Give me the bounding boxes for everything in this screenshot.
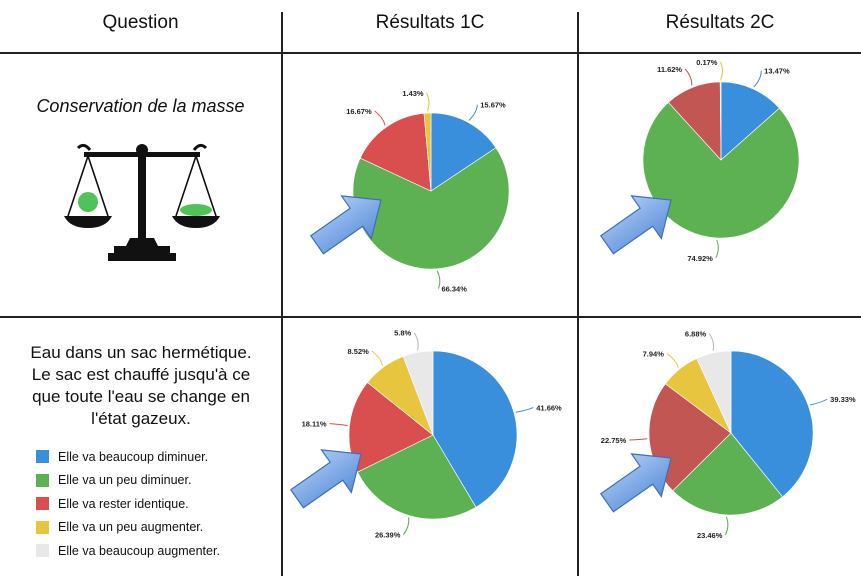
pie-slice-beaucoup-diminuer xyxy=(430,112,497,192)
pie-slice-beaucoup-diminuer xyxy=(432,350,518,508)
legend-swatch xyxy=(36,450,49,464)
question-line: Eau dans un sac hermétique. xyxy=(30,343,252,362)
data-label: 22.75% xyxy=(601,436,627,445)
data-label: 66.34% xyxy=(441,285,467,294)
data-label: 5.8% xyxy=(394,329,411,338)
leader-line xyxy=(753,70,762,88)
data-label: 11.62% xyxy=(657,65,682,74)
legend-item-identique: Elle va rester identique. xyxy=(36,492,220,516)
pie-slice-peu-augmenter xyxy=(423,112,432,192)
leader-line xyxy=(515,406,534,413)
legend-label: Elle va beaucoup diminuer. xyxy=(58,449,209,464)
question-line: Le sac est chauffé jusqu'à ce xyxy=(31,365,251,384)
data-label: 1.43% xyxy=(402,89,424,98)
pie-slice-peu-augmenter xyxy=(719,81,722,161)
pointer-arrow-icon xyxy=(289,449,362,509)
data-label: 41.66% xyxy=(536,403,562,412)
data-label: 16.67% xyxy=(346,107,372,116)
legend-swatch xyxy=(36,497,49,511)
legend-swatch xyxy=(36,520,49,534)
data-label: 26.39% xyxy=(375,531,401,540)
legend-label: Elle va rester identique. xyxy=(58,496,189,511)
pointer-arrow-icon xyxy=(599,195,672,255)
data-label: 8.52% xyxy=(348,347,370,356)
leader-line xyxy=(371,350,383,366)
question-line: l'état gazeux. xyxy=(91,409,191,428)
legend-swatch xyxy=(36,473,49,487)
data-label: 74.92% xyxy=(687,254,713,263)
leader-line xyxy=(724,516,729,536)
legend-label: Elle va un peu augmenter. xyxy=(58,520,204,535)
grid-divider-2 xyxy=(577,12,579,576)
leader-line xyxy=(329,423,348,427)
leader-line xyxy=(629,438,648,441)
leader-line xyxy=(810,398,828,406)
header-results-2c: Résultats 2C xyxy=(665,12,775,33)
legend-item-beaucoup-diminuer: Elle va beaucoup diminuer. xyxy=(36,445,220,469)
pie-chart-sealed-bag-1c: 41.66% 26.39% 18.11% 8.52% 5.8% xyxy=(289,329,562,540)
leader-line xyxy=(715,239,719,259)
grid-rule-row xyxy=(0,316,861,318)
leader-line xyxy=(403,517,410,536)
leader-line xyxy=(436,270,441,289)
pie-slice-beaucoup-augmenter xyxy=(402,350,434,436)
pie-slice-beaucoup-diminuer xyxy=(720,81,780,161)
legend-item-peu-augmenter: Elle va un peu augmenter. xyxy=(36,516,220,540)
leader-line xyxy=(684,68,693,86)
data-label: 6.88% xyxy=(685,329,707,338)
data-label: 15.67% xyxy=(480,101,506,110)
legend-label: Elle va un peu diminuer. xyxy=(58,473,192,488)
header-results-1c: Résultats 1C xyxy=(375,12,485,33)
balance-scale-icon xyxy=(64,143,220,261)
question-line: que toute l'eau se change en xyxy=(32,387,250,406)
leader-line xyxy=(374,110,386,126)
grid-rule-header xyxy=(0,52,861,54)
data-label: 18.11% xyxy=(302,420,327,429)
data-label: 39.33% xyxy=(830,395,856,404)
pie-slice-identique xyxy=(359,112,432,192)
grid-divider-1 xyxy=(281,12,283,576)
data-label: 0.17% xyxy=(696,58,718,67)
leader-line xyxy=(720,61,724,81)
pointer-arrow-icon xyxy=(599,453,672,513)
legend-item-beaucoup-augmenter: Elle va beaucoup augmenter. xyxy=(36,539,220,563)
data-label: 7.94% xyxy=(643,350,665,359)
legend-label: Elle va beaucoup augmenter. xyxy=(58,543,220,558)
header-question: Question xyxy=(102,12,179,33)
leader-line xyxy=(426,92,430,112)
pie-chart-sealed-bag-2c: 39.33% 23.46% 22.75% 7.94% 6.88% xyxy=(599,329,856,540)
leader-line xyxy=(666,353,679,368)
question-conservation: Conservation de la masse xyxy=(36,96,245,116)
pie-slice-peu-diminuer xyxy=(357,434,477,520)
pie-slice-beaucoup-augmenter xyxy=(696,350,732,434)
legend-swatch xyxy=(36,544,49,558)
leader-line xyxy=(413,332,419,351)
pie-slice-peu-diminuer xyxy=(642,101,800,239)
pie-chart-conservation-2c: 13.47% 74.92% 11.62% 0.17% xyxy=(599,58,800,263)
question-sealed-bag: Eau dans un sac hermétique. Le sac est c… xyxy=(6,342,276,430)
data-label: 23.46% xyxy=(697,531,723,540)
pie-slice-beaucoup-diminuer xyxy=(730,350,814,498)
pie-slice-peu-diminuer xyxy=(672,432,783,516)
pie-chart-conservation-1c: 15.67% 66.34% 16.67% 1.43% xyxy=(309,89,510,294)
leader-line xyxy=(468,104,478,121)
data-label: 13.47% xyxy=(764,67,790,76)
legend: Elle va beaucoup diminuer. Elle va un pe… xyxy=(36,445,220,563)
legend-item-peu-diminuer: Elle va un peu diminuer. xyxy=(36,469,220,493)
pointer-arrow-icon xyxy=(309,195,382,255)
leader-line xyxy=(708,333,715,352)
